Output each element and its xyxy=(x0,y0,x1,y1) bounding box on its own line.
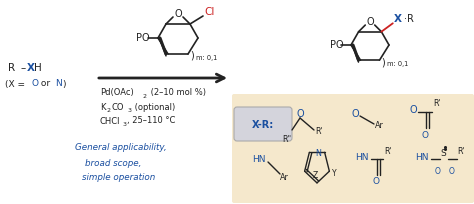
Text: ·R: ·R xyxy=(404,14,414,24)
Text: R': R' xyxy=(457,147,465,156)
Text: m: 0,1: m: 0,1 xyxy=(387,61,408,67)
Text: O: O xyxy=(31,80,38,89)
Text: PO: PO xyxy=(330,40,344,50)
Text: Ar: Ar xyxy=(280,173,289,183)
Text: O: O xyxy=(373,177,380,186)
Text: 3: 3 xyxy=(128,108,132,112)
Text: O: O xyxy=(174,9,182,19)
FancyBboxPatch shape xyxy=(232,94,474,203)
Text: R': R' xyxy=(384,146,392,155)
Text: R": R" xyxy=(282,135,291,144)
Text: R': R' xyxy=(315,128,323,136)
Text: ): ) xyxy=(382,57,385,67)
Text: 3: 3 xyxy=(123,122,127,126)
Text: (X =: (X = xyxy=(5,80,28,89)
Text: 2: 2 xyxy=(107,108,111,112)
Text: broad scope,: broad scope, xyxy=(85,159,141,167)
Text: O: O xyxy=(410,105,418,115)
Text: O: O xyxy=(352,109,360,119)
Text: HN: HN xyxy=(252,155,265,164)
Text: R': R' xyxy=(433,100,441,109)
Text: ): ) xyxy=(62,80,65,89)
Text: General applicability,: General applicability, xyxy=(75,143,167,153)
Text: S: S xyxy=(440,150,446,159)
Text: 2: 2 xyxy=(143,93,147,99)
Text: PO: PO xyxy=(136,33,150,43)
Text: Pd(OAc): Pd(OAc) xyxy=(100,89,134,98)
Text: m: 0,1: m: 0,1 xyxy=(196,55,217,61)
Text: Z: Z xyxy=(312,171,318,180)
Text: X: X xyxy=(394,14,402,24)
Text: simple operation: simple operation xyxy=(82,173,155,183)
FancyBboxPatch shape xyxy=(234,107,292,141)
Text: CHCl: CHCl xyxy=(100,116,120,125)
Text: Y: Y xyxy=(332,169,337,178)
Text: H: H xyxy=(34,63,42,73)
Text: (2–10 mol %): (2–10 mol %) xyxy=(148,89,206,98)
Text: O: O xyxy=(366,17,374,27)
Text: HN: HN xyxy=(355,153,368,162)
Text: O: O xyxy=(296,109,304,119)
Text: –: – xyxy=(20,63,25,73)
Text: Cl: Cl xyxy=(204,7,214,17)
Text: X-R:: X-R: xyxy=(252,120,274,130)
Text: N: N xyxy=(316,149,321,158)
Text: O: O xyxy=(449,166,455,175)
Text: R: R xyxy=(8,63,18,73)
Text: ): ) xyxy=(190,51,194,61)
Text: HN: HN xyxy=(415,153,428,162)
Text: K: K xyxy=(100,102,106,112)
Text: N: N xyxy=(55,80,62,89)
Text: CO: CO xyxy=(112,102,125,112)
Text: or: or xyxy=(38,80,53,89)
Text: , 25–110 °C: , 25–110 °C xyxy=(127,116,175,125)
Text: O: O xyxy=(422,131,429,140)
Text: X: X xyxy=(27,63,35,73)
Text: O: O xyxy=(435,166,441,175)
Text: (optional): (optional) xyxy=(132,102,175,112)
Text: Ar: Ar xyxy=(375,122,384,131)
